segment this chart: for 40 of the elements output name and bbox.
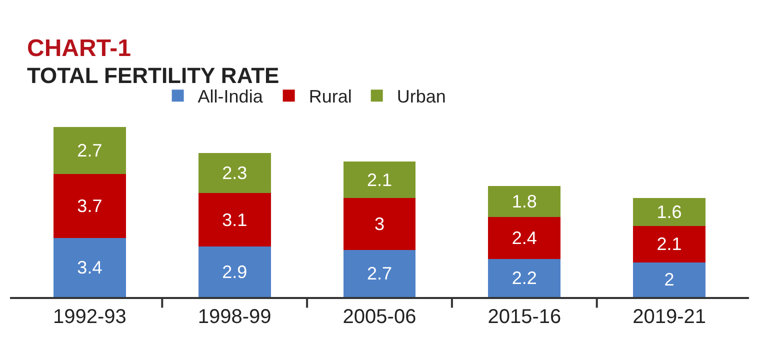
bar bbox=[633, 262, 706, 297]
data-label: 3 bbox=[374, 214, 385, 234]
data-label: 2.4 bbox=[512, 228, 537, 248]
data-label: 2.7 bbox=[77, 140, 102, 160]
bar bbox=[198, 152, 271, 193]
bar bbox=[198, 192, 271, 247]
data-label: 2.3 bbox=[222, 162, 248, 183]
data-label: 1.8 bbox=[512, 192, 537, 212]
bar bbox=[633, 198, 706, 226]
x-tick-label: 2005-06 bbox=[342, 306, 416, 328]
legend-label: Urban bbox=[396, 86, 446, 107]
data-label: 2 bbox=[664, 270, 674, 290]
bar bbox=[343, 250, 416, 297]
legend-label: All-India bbox=[198, 86, 264, 107]
data-label: 3.1 bbox=[222, 210, 248, 230]
bar bbox=[343, 162, 416, 198]
data-label: 2.2 bbox=[512, 268, 537, 288]
bar bbox=[633, 226, 706, 262]
bar bbox=[53, 238, 126, 297]
chart-title: CHART-1 bbox=[27, 35, 132, 62]
data-label: 2.7 bbox=[366, 264, 392, 284]
bar bbox=[343, 198, 416, 250]
x-tick-label: 1998-99 bbox=[198, 306, 272, 328]
bar bbox=[53, 174, 126, 238]
bar bbox=[488, 186, 561, 218]
legend-label: Rural bbox=[308, 86, 352, 107]
bar bbox=[53, 126, 126, 174]
bar bbox=[488, 258, 561, 297]
data-label: 3.4 bbox=[77, 258, 102, 278]
x-tick-label: 2019-21 bbox=[632, 306, 706, 328]
data-label: 2.9 bbox=[222, 262, 248, 282]
data-label: 3.7 bbox=[77, 196, 102, 216]
data-label: 2.1 bbox=[656, 234, 682, 254]
data-label: 2.1 bbox=[366, 170, 392, 190]
x-tick-label: 2015-16 bbox=[488, 306, 562, 328]
chart-subtitle: TOTAL FERTILITY RATE bbox=[27, 63, 280, 88]
data-label: 1.6 bbox=[656, 202, 682, 222]
bar bbox=[488, 217, 561, 259]
bar bbox=[198, 246, 271, 297]
x-tick-label: 1992-93 bbox=[52, 306, 126, 328]
